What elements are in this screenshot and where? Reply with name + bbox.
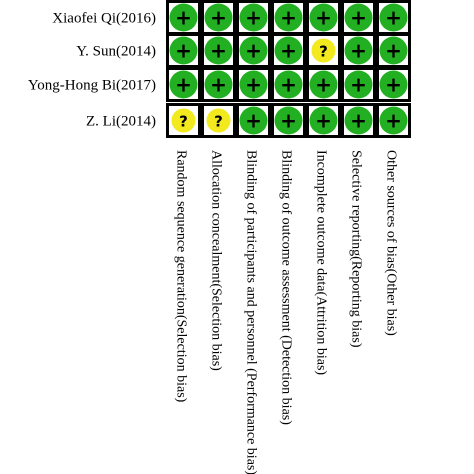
question-symbol: ? (319, 43, 328, 61)
risk-grid: + + + + + + + + + + +? + + + + + + + + +?? + + + + + (166, 0, 411, 138)
plus-symbol: + (245, 109, 262, 133)
domain-label: Incomplete outcome data(Attrition bias) (314, 150, 329, 375)
low-risk-mark (309, 70, 338, 99)
risk-cell: + (201, 0, 236, 35)
low-risk-mark (204, 3, 233, 32)
risk-cell: ? (306, 33, 341, 68)
question-symbol: ? (179, 113, 188, 131)
plus-symbol: + (350, 73, 367, 97)
study-label: Z. Li(2014) (86, 114, 156, 130)
risk-cell: + (201, 67, 236, 102)
domain-label: Other sources of bias(Other bias) (384, 150, 399, 336)
risk-cell: + (271, 0, 306, 35)
risk-cell: + (306, 0, 341, 35)
low-risk-mark (379, 3, 408, 32)
risk-cell: + (236, 67, 271, 102)
low-risk-mark (204, 36, 233, 65)
unclear-risk-mark (171, 108, 196, 133)
plus-symbol: + (350, 6, 367, 30)
risk-cell: + (376, 103, 411, 138)
risk-cell: + (236, 103, 271, 138)
plus-symbol: + (315, 6, 332, 30)
low-risk-mark (309, 3, 338, 32)
plus-symbol: + (315, 73, 332, 97)
low-risk-mark (379, 36, 408, 65)
plus-symbol: + (245, 73, 262, 97)
risk-cell: + (236, 0, 271, 35)
domain-label: Allocation concealment(Selection bias) (209, 150, 224, 371)
low-risk-mark (274, 106, 303, 135)
low-risk-mark (379, 106, 408, 135)
plus-symbol: + (280, 109, 297, 133)
plus-symbol: + (350, 109, 367, 133)
low-risk-mark (344, 70, 373, 99)
risk-cell: + (236, 33, 271, 68)
plus-symbol: + (210, 73, 227, 97)
risk-cell: + (166, 67, 201, 102)
plus-symbol: + (210, 6, 227, 30)
low-risk-mark (239, 106, 268, 135)
domain-label: Blinding of outcome assessment (Detectio… (279, 150, 294, 425)
risk-cell: + (376, 67, 411, 102)
study-label: Yong-Hong Bi(2017) (28, 78, 156, 94)
risk-cell: ? (201, 103, 236, 138)
plus-symbol: + (385, 6, 402, 30)
plus-symbol: + (385, 109, 402, 133)
risk-cell: + (166, 0, 201, 35)
plus-symbol: + (175, 73, 192, 97)
study-label: Xiaofei Qi(2016) (52, 11, 156, 27)
risk-cell: + (271, 103, 306, 138)
study-labels: Xiaofei Qi(2016) Y. Sun(2014) Yong-Hong Bi… (28, 11, 156, 130)
low-risk-mark (239, 70, 268, 99)
plus-symbol: + (385, 39, 402, 63)
unclear-risk-mark (311, 38, 336, 63)
low-risk-mark (239, 36, 268, 65)
domain-labels: Random sequence generation(Selection bia… (174, 150, 399, 474)
risk-cell: + (201, 33, 236, 68)
plus-symbol: + (280, 73, 297, 97)
risk-cell: ? (166, 103, 201, 138)
risk-cell: + (341, 0, 376, 35)
low-risk-mark (274, 36, 303, 65)
risk-cell: + (341, 67, 376, 102)
low-risk-mark (344, 106, 373, 135)
low-risk-mark (274, 3, 303, 32)
risk-cell: + (376, 33, 411, 68)
low-risk-mark (344, 36, 373, 65)
risk-cell: + (271, 33, 306, 68)
plus-symbol: + (245, 39, 262, 63)
plus-symbol: + (175, 39, 192, 63)
low-risk-mark (344, 3, 373, 32)
plus-symbol: + (280, 6, 297, 30)
risk-cell: + (166, 33, 201, 68)
low-risk-mark (274, 70, 303, 99)
plus-symbol: + (245, 6, 262, 30)
low-risk-mark (169, 70, 198, 99)
plus-symbol: + (210, 39, 227, 63)
plus-symbol: + (280, 39, 297, 63)
low-risk-mark (239, 3, 268, 32)
risk-cell: + (306, 103, 341, 138)
question-symbol: ? (214, 113, 223, 131)
plus-symbol: + (385, 73, 402, 97)
domain-label: Random sequence generation(Selection bia… (174, 150, 189, 403)
risk-cell: + (341, 103, 376, 138)
study-label: Y. Sun(2014) (76, 44, 156, 60)
risk-cell: + (341, 33, 376, 68)
low-risk-mark (169, 36, 198, 65)
low-risk-mark (379, 70, 408, 99)
low-risk-mark (309, 106, 338, 135)
plus-symbol: + (350, 39, 367, 63)
plus-symbol: + (315, 109, 332, 133)
risk-cell: + (376, 0, 411, 35)
low-risk-mark (204, 70, 233, 99)
plus-symbol: + (175, 6, 192, 30)
domain-label: Blinding of participants and personnel (… (244, 150, 259, 474)
risk-cell: + (306, 67, 341, 102)
low-risk-mark (169, 3, 198, 32)
domain-label: Selective reporting(Reporting bias) (349, 150, 364, 348)
risk-cell: + (271, 67, 306, 102)
unclear-risk-mark (206, 108, 231, 133)
